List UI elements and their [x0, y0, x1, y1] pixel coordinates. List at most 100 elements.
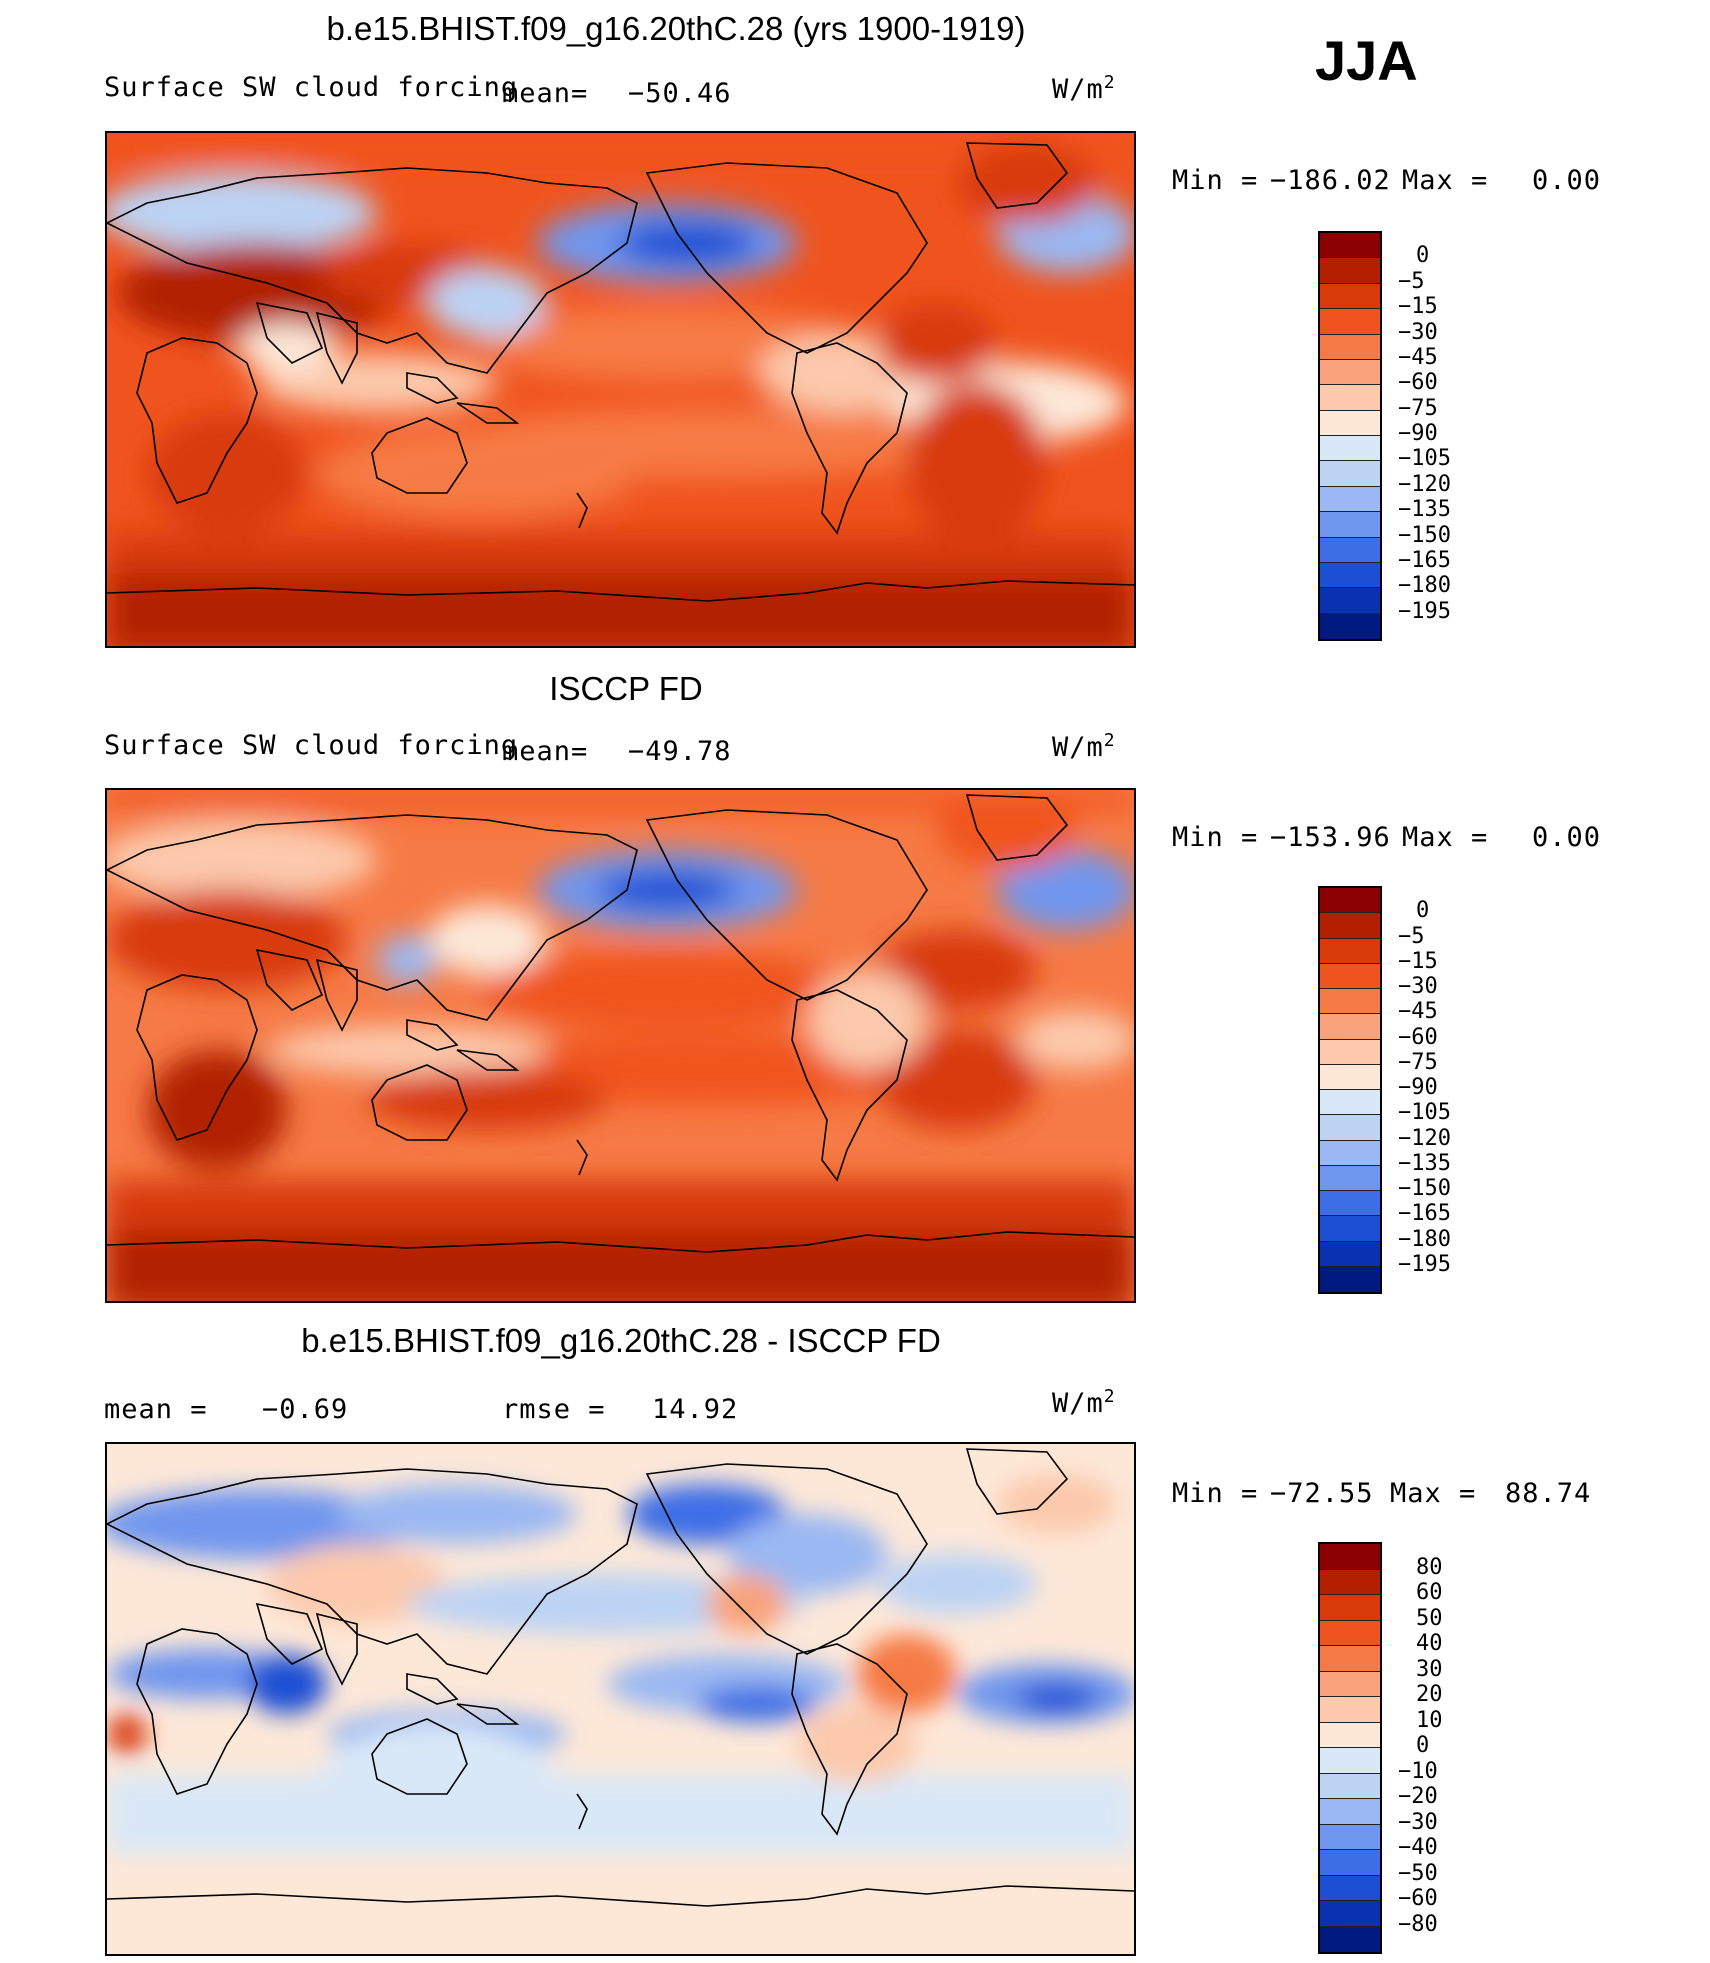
colorbar-swatch	[1320, 385, 1380, 411]
colorbar-swatch	[1320, 309, 1380, 335]
colorbar-swatch	[1320, 1646, 1380, 1672]
colorbar-tick-label: −105	[1398, 1100, 1451, 1126]
colorbar-tick-label: −120	[1398, 471, 1451, 497]
colorbar-swatch	[1320, 359, 1380, 386]
colorbar-swatch	[1320, 512, 1380, 538]
panel-2-colorbar	[1318, 886, 1382, 1294]
colorbar-swatch	[1320, 436, 1380, 462]
colorbar-swatch	[1320, 1140, 1380, 1166]
colorbar-swatch	[1320, 410, 1380, 436]
colorbar-swatch	[1320, 989, 1380, 1015]
panel-3-title: b.e15.BHIST.f09_g16.20thC.28 - ISCCP FD	[301, 1322, 941, 1359]
panel-2-min-value: −153.96	[1270, 822, 1391, 853]
colorbar-tick-label: −80	[1398, 1911, 1438, 1937]
panel-1-min-value: −186.02	[1270, 165, 1391, 196]
colorbar-swatch	[1320, 1671, 1380, 1697]
colorbar-swatch	[1320, 1544, 1380, 1570]
colorbar-tick-label: −60	[1398, 1024, 1438, 1050]
colorbar-tick-label: −20	[1398, 1784, 1438, 1809]
colorbar-tick-label: −5	[1398, 923, 1425, 949]
colorbar-swatch	[1320, 233, 1380, 259]
colorbar-swatch	[1320, 1165, 1380, 1191]
colorbar-tick-label: 80	[1416, 1554, 1443, 1580]
colorbar-tick-label: 60	[1416, 1580, 1443, 1605]
panel-2-mean-value: −49.78	[628, 736, 732, 767]
panel-3-rmse-label: rmse =	[502, 1394, 606, 1425]
panel-3-units: W/m2	[1052, 1386, 1116, 1419]
colorbar-swatch	[1320, 1266, 1380, 1292]
colorbar-tick-label: −165	[1398, 547, 1451, 573]
colorbar-swatch	[1320, 613, 1380, 639]
panel-1-max-label: Max =	[1402, 165, 1489, 196]
panel-2-min-label: Min =	[1172, 822, 1259, 853]
panel-2-title: ISCCP FD	[549, 670, 703, 707]
colorbar-tick-label: −10	[1398, 1758, 1438, 1784]
colorbar-swatch	[1320, 461, 1380, 487]
colorbar-tick-label: 0	[1416, 898, 1430, 924]
colorbar-tick-label: −30	[1398, 974, 1438, 999]
colorbar-swatch	[1320, 1191, 1380, 1217]
colorbar-swatch	[1320, 938, 1380, 964]
colorbar-swatch	[1320, 1216, 1380, 1242]
colorbar-tick-label: −180	[1398, 1226, 1451, 1252]
panel-1-variable-label: Surface SW cloud forcing	[104, 72, 519, 103]
colorbar-swatch	[1320, 1850, 1380, 1876]
colorbar-swatch	[1320, 258, 1380, 284]
colorbar-tick-label: −30	[1398, 319, 1438, 345]
colorbar-swatch	[1320, 1824, 1380, 1850]
colorbar-tick-label: −195	[1398, 598, 1451, 624]
season-label: JJA	[1315, 29, 1418, 92]
colorbar-tick-label: −165	[1398, 1201, 1451, 1227]
colorbar-swatch	[1320, 562, 1380, 589]
panel-1-min-label: Min =	[1172, 165, 1259, 196]
colorbar-swatch	[1320, 283, 1380, 310]
colorbar-tick-label: −40	[1398, 1835, 1438, 1860]
panel-3-rmse-value: 14.92	[652, 1394, 739, 1425]
colorbar-swatch	[1320, 1569, 1380, 1595]
colorbar-tick-label: −90	[1398, 421, 1438, 446]
panel-2-max-value: 0.00	[1532, 822, 1602, 853]
panel-2-map	[105, 788, 1136, 1303]
colorbar-tick-label: −150	[1398, 522, 1451, 548]
colorbar-tick-label: −45	[1398, 999, 1438, 1025]
colorbar-swatch	[1320, 888, 1380, 914]
panel-1-mean-value: −50.46	[628, 78, 732, 109]
panel-2-variable-label: Surface SW cloud forcing	[104, 730, 519, 761]
colorbar-swatch	[1320, 963, 1380, 989]
panel-1-colorbar	[1318, 231, 1382, 641]
colorbar-tick-label: 30	[1416, 1656, 1443, 1682]
colorbar-swatch	[1320, 1901, 1380, 1927]
panel-3-mean-label: mean =	[104, 1394, 208, 1425]
colorbar-swatch	[1320, 1926, 1380, 1952]
colorbar-swatch	[1320, 588, 1380, 614]
panel-2-mean-label: mean=	[502, 736, 589, 767]
colorbar-tick-label: −60	[1398, 1886, 1438, 1911]
colorbar-tick-label: −105	[1398, 446, 1451, 472]
colorbar-tick-label: −30	[1398, 1809, 1438, 1835]
colorbar-swatch	[1320, 1799, 1380, 1825]
colorbar-tick-label: −90	[1398, 1075, 1438, 1100]
panel-3-min-label: Min =	[1172, 1478, 1259, 1509]
colorbar-tick-label: −15	[1398, 948, 1438, 974]
panel-3-colorbar	[1318, 1542, 1382, 1954]
colorbar-tick-label: −150	[1398, 1176, 1451, 1201]
panel-1-units: W/m2	[1052, 72, 1116, 105]
colorbar-swatch	[1320, 486, 1380, 513]
colorbar-swatch	[1320, 1722, 1380, 1748]
colorbar-tick-label: −135	[1398, 1150, 1451, 1176]
panel-1-map	[105, 131, 1136, 648]
colorbar-swatch	[1320, 913, 1380, 939]
panel-3-min-value: −72.55	[1270, 1478, 1374, 1509]
panel-1-title: b.e15.BHIST.f09_g16.20thC.28 (yrs 1900-1…	[326, 10, 1026, 47]
colorbar-tick-label: −120	[1398, 1125, 1451, 1151]
colorbar-swatch	[1320, 1697, 1380, 1723]
colorbar-tick-label: 40	[1416, 1631, 1443, 1656]
colorbar-tick-label: −5	[1398, 268, 1425, 294]
colorbar-swatch	[1320, 1773, 1380, 1799]
colorbar-swatch	[1320, 537, 1380, 563]
colorbar-tick-label: −195	[1398, 1251, 1451, 1277]
colorbar-tick-label: 20	[1416, 1682, 1443, 1707]
colorbar-swatch	[1320, 1014, 1380, 1040]
colorbar-tick-label: −135	[1398, 497, 1451, 523]
colorbar-swatch	[1320, 1620, 1380, 1646]
